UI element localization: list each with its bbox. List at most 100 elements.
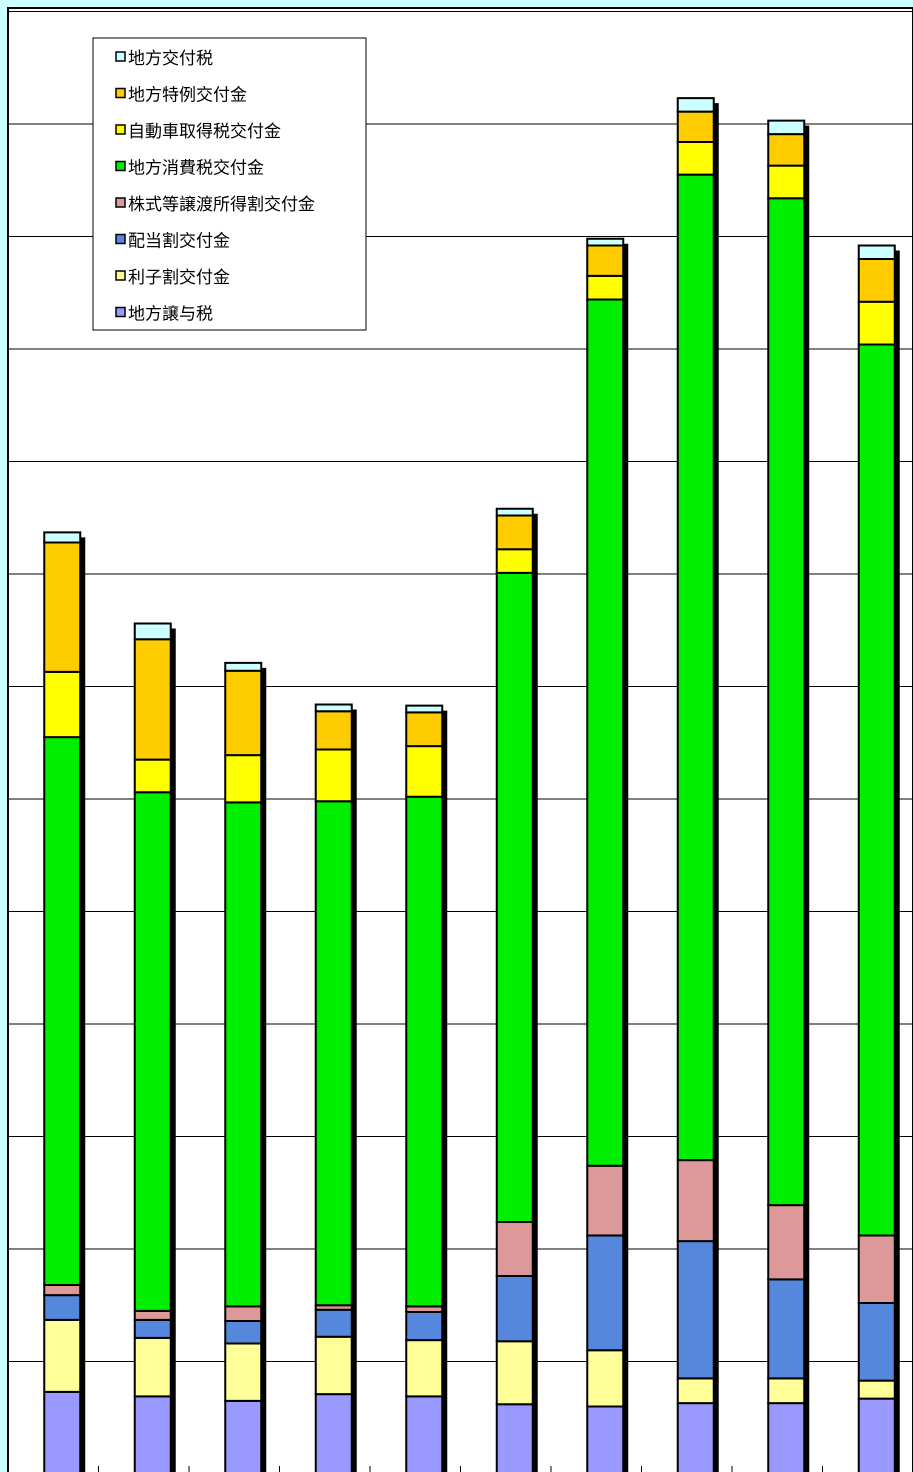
bar-segment-5	[676, 173, 715, 1162]
bar-segment-7	[586, 244, 625, 277]
bar-segment-1	[495, 1403, 534, 1472]
bar-segment-3	[495, 1275, 534, 1343]
bar-segment-6	[767, 164, 806, 200]
bar-segment-3	[133, 1318, 172, 1339]
bar-segment-8	[676, 97, 715, 113]
bar-segment-7	[224, 669, 263, 757]
bar-segment-8	[314, 703, 353, 713]
bar-segment-8	[767, 119, 806, 136]
bar-segment-5	[224, 801, 263, 1308]
bar-segment-2	[586, 1349, 625, 1408]
bar-segment-8	[495, 507, 534, 517]
bar-segment-2	[405, 1339, 444, 1398]
bar-segment-1	[586, 1405, 625, 1472]
bar-segment-2	[495, 1340, 534, 1406]
bar-segment-2	[43, 1318, 82, 1393]
legend-swatch	[115, 233, 126, 245]
legend-label: 配当割交付金	[128, 232, 230, 252]
legend-swatch	[115, 306, 126, 318]
bar-segment-6	[857, 300, 896, 346]
bar-segment-2	[314, 1335, 353, 1396]
bar-segment-2	[676, 1377, 715, 1405]
bar-segment-7	[133, 638, 172, 761]
legend-label: 地方交付税	[128, 49, 213, 69]
bar-segment-5	[767, 197, 806, 1207]
bar-segment-5	[314, 800, 353, 1307]
bar-segment-1	[314, 1393, 353, 1472]
legend-swatch	[115, 124, 126, 135]
bar-segment-5	[495, 571, 534, 1223]
bar-segment-1	[224, 1399, 263, 1472]
bar-segment-5	[405, 795, 444, 1308]
bar-segment-6	[224, 754, 263, 804]
bar-segment-6	[495, 548, 534, 574]
bar-segment-3	[224, 1320, 263, 1345]
legend-swatch	[115, 270, 126, 281]
legend-swatch	[115, 87, 126, 99]
bar-segment-8	[405, 704, 444, 714]
bar-segment-1	[133, 1395, 172, 1472]
legend-label: 利子割交付金	[128, 268, 230, 288]
bar-segment-2	[767, 1377, 806, 1405]
bar-segment-3	[676, 1240, 715, 1380]
bar-segment-4	[133, 1309, 172, 1321]
bar-segment-3	[43, 1294, 82, 1321]
bar-segment-4	[767, 1204, 806, 1281]
bar-segment-6	[676, 141, 715, 176]
bar-segment-4	[224, 1305, 263, 1322]
bar-segment-1	[405, 1395, 444, 1472]
bar-segment-8	[857, 244, 896, 260]
bar-segment-7	[767, 133, 806, 167]
bar-segment-3	[405, 1311, 444, 1342]
bar-segment-3	[857, 1302, 896, 1382]
bar-segment-6	[43, 670, 82, 739]
bar-segment-8	[224, 661, 263, 672]
legend-swatch	[115, 160, 126, 172]
bar-segment-2	[224, 1342, 263, 1402]
bar-segment-4	[857, 1234, 896, 1304]
bar-segment-3	[314, 1308, 353, 1338]
bar-segment-2	[857, 1379, 896, 1400]
bar-segment-4	[676, 1159, 715, 1243]
legend: 地方交付税地方特例交付金自動車取得税交付金地方消費税交付金株式等譲渡所得割交付金…	[92, 37, 367, 331]
bar-segment-7	[43, 541, 82, 673]
bar-segment-4	[43, 1284, 82, 1297]
legend-label: 自動車取得税交付金	[128, 122, 281, 142]
bar-segment-5	[586, 298, 625, 1167]
x-axis-ticks	[98, 1466, 823, 1472]
bar-segment-2	[133, 1336, 172, 1398]
bar-segment-1	[43, 1390, 82, 1472]
bar-segment-7	[857, 258, 896, 303]
bar-segment-6	[405, 745, 444, 798]
bar-segment-7	[314, 710, 353, 751]
bars	[43, 97, 900, 1472]
bar-segment-6	[586, 274, 625, 301]
bar-segment-1	[767, 1402, 806, 1472]
bar-segment-7	[495, 514, 534, 551]
bar-segment-5	[133, 791, 172, 1312]
legend-label: 株式等譲渡所得割交付金	[128, 195, 315, 215]
bar-segment-8	[43, 531, 82, 544]
bar-segment-8	[133, 622, 172, 641]
legend-swatch	[115, 51, 126, 62]
bar-segment-3	[767, 1278, 806, 1380]
bar-segment-1	[676, 1402, 715, 1472]
bar-segment-3	[586, 1234, 625, 1352]
bar-segment-5	[43, 736, 82, 1286]
legend-label: 地方特例交付金	[128, 86, 247, 106]
legend-label: 地方譲与税	[128, 305, 213, 325]
bar-segment-4	[586, 1164, 625, 1237]
bar-segment-7	[676, 110, 715, 143]
legend-swatch	[115, 197, 126, 208]
bar-segment-7	[405, 711, 444, 748]
legend-box	[92, 37, 367, 331]
bar-segment-1	[857, 1397, 896, 1472]
bar-segment-6	[133, 758, 172, 794]
bar-segment-5	[857, 343, 896, 1237]
legend-label: 地方消費税交付金	[128, 159, 264, 179]
bar-segment-6	[314, 748, 353, 803]
bar-segment-8	[586, 237, 625, 247]
bar-segment-4	[495, 1221, 534, 1277]
